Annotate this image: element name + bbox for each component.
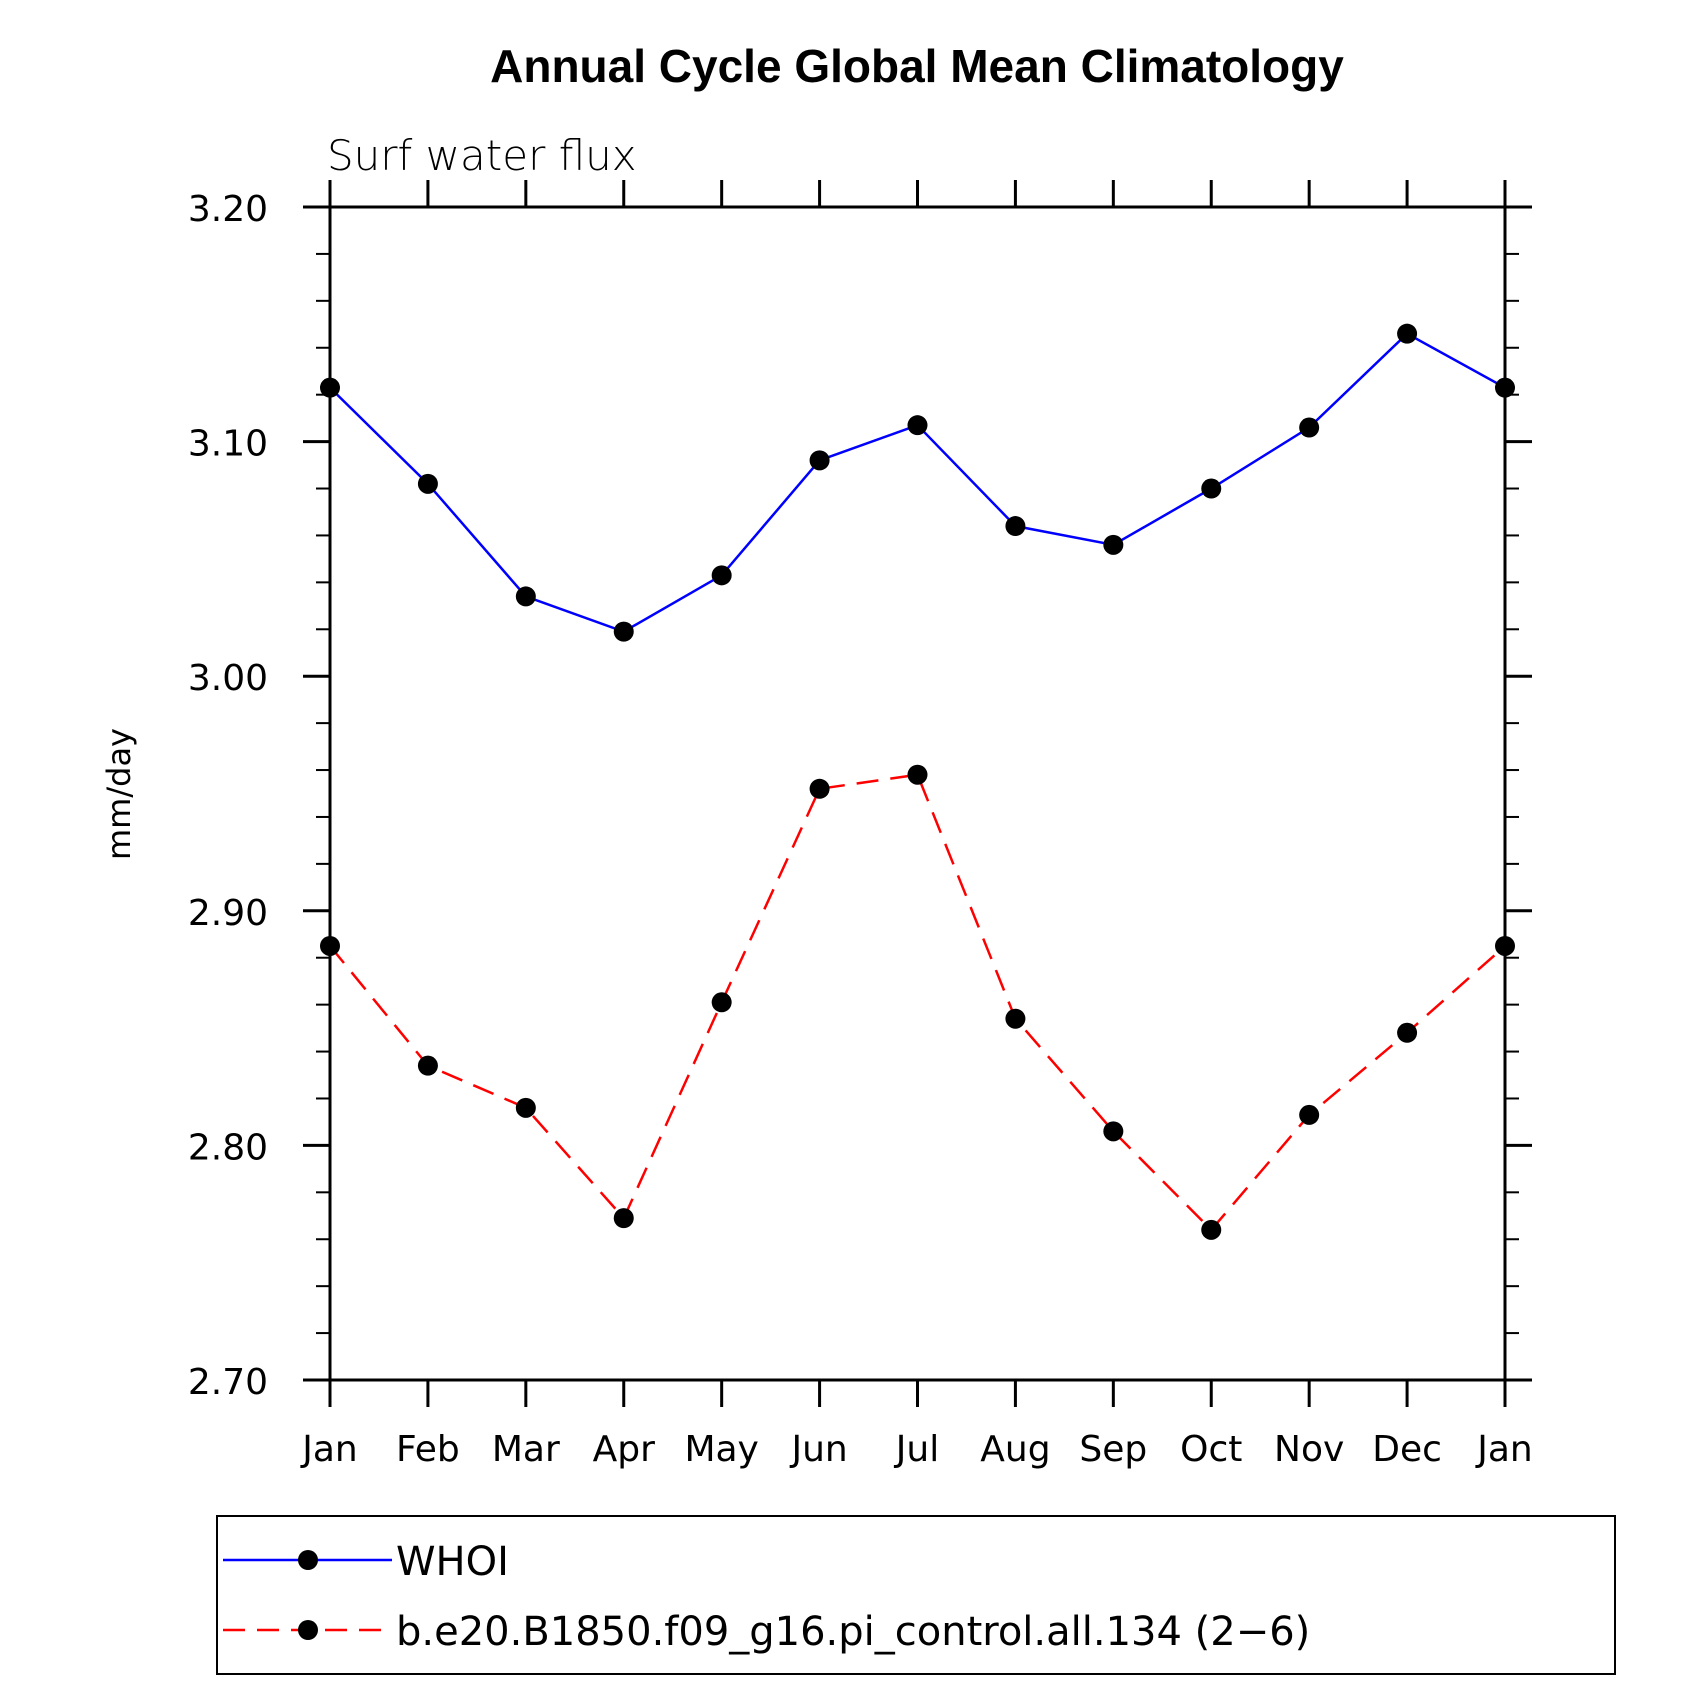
series-0-point: [1103, 534, 1124, 555]
series-1-point: [809, 778, 830, 799]
x-tick-label: Jan: [1475, 1429, 1533, 1470]
x-tick-label: Feb: [396, 1429, 460, 1470]
series-0-point: [515, 586, 536, 607]
x-tick-label: Mar: [492, 1429, 560, 1470]
legend-marker-whoi: [298, 1550, 318, 1570]
x-tick-label: Oct: [1180, 1429, 1242, 1470]
x-tick-label: Apr: [593, 1429, 655, 1470]
x-tick-label: Jun: [789, 1429, 847, 1470]
plot-frame: [328, 205, 1507, 1382]
x-tick-label: Sep: [1079, 1429, 1147, 1470]
axis-ticks: [303, 180, 1532, 1407]
x-tick-label: Jul: [894, 1429, 939, 1470]
series-0-point: [320, 377, 340, 398]
series-1-point: [1005, 1008, 1026, 1029]
series-1-point: [1299, 1104, 1320, 1125]
series-0-point: [1299, 417, 1320, 438]
series-0-point: [711, 565, 732, 586]
y-tick-labels: 2.70 2.80 2.90 3.00 3.10 3.20: [188, 189, 268, 1403]
x-tick-label: May: [684, 1429, 758, 1470]
y-tick-label: 3.20: [188, 189, 268, 230]
y-tick-label: 2.70: [188, 1362, 268, 1403]
legend-marker-model: [298, 1620, 318, 1640]
series-1-point: [1495, 935, 1515, 956]
y-tick-label: 2.80: [188, 1127, 268, 1168]
x-tick-label: Dec: [1372, 1429, 1442, 1470]
x-tick-labels: Jan Feb Mar Apr May Jun Jul Aug Sep Oct Nov Dec Jan: [300, 1429, 1533, 1470]
series-0-point: [417, 473, 438, 494]
series-1-point: [1201, 1219, 1222, 1240]
series-layer: [320, 323, 1515, 1240]
y-tick-label: 2.90: [188, 893, 268, 934]
legend-entry-whoi: WHOI: [223, 1539, 509, 1585]
legend-label-whoi: WHOI: [396, 1539, 509, 1585]
series-0-point: [907, 415, 928, 436]
series-0-point: [1005, 516, 1026, 537]
series-1-point: [515, 1097, 536, 1118]
series-1-point: [1103, 1121, 1124, 1142]
chart-title: Annual Cycle Global Mean Climatology: [490, 40, 1344, 92]
legend-label-model: b.e20.B1850.f09_g16.pi_control.all.134 (…: [396, 1609, 1310, 1655]
series-1-point: [320, 935, 340, 956]
series-1-point: [711, 992, 732, 1013]
x-tick-label: Nov: [1274, 1429, 1344, 1470]
chart-subtitle: Surf water flux: [327, 131, 637, 180]
series-0-point: [809, 450, 830, 471]
series-line-1: [329, 773, 1506, 1232]
series-0-point: [1495, 377, 1515, 398]
series-0-point: [1201, 478, 1222, 499]
series-line-0: [329, 332, 1506, 633]
x-tick-label: Jan: [300, 1429, 358, 1470]
y-tick-label: 3.00: [188, 658, 268, 699]
legend-entry-model: b.e20.B1850.f09_g16.pi_control.all.134 (…: [223, 1609, 1310, 1655]
series-0-point: [613, 621, 634, 642]
series-1-point: [907, 764, 928, 785]
y-axis-label: mm/day: [100, 728, 138, 860]
x-tick-label: Aug: [980, 1429, 1050, 1470]
y-tick-label: 3.10: [188, 424, 268, 465]
legend-box: [216, 1515, 1616, 1675]
series-0-point: [1397, 323, 1418, 344]
series-1-point: [417, 1055, 438, 1076]
series-1-point: [1397, 1022, 1418, 1043]
series-1-point: [613, 1208, 634, 1229]
